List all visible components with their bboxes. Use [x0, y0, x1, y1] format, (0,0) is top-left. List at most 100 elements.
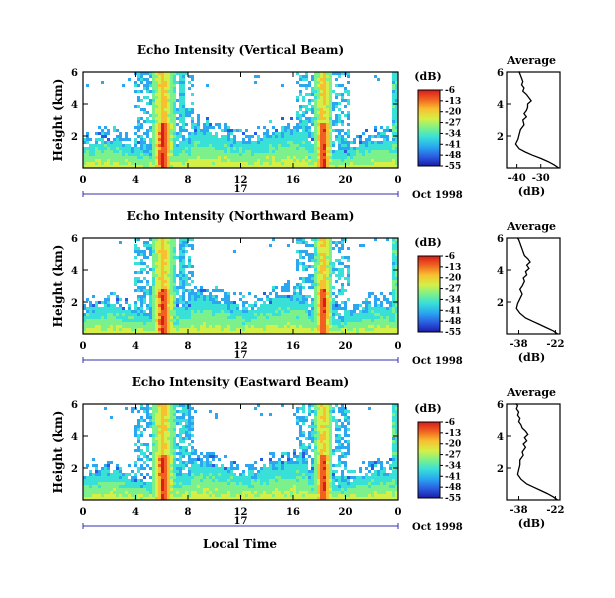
heatmap-cell	[158, 78, 161, 81]
heatmap-cell	[113, 159, 116, 162]
heatmap-cell	[203, 150, 206, 153]
heatmap-cell	[302, 307, 305, 310]
heatmap-cell	[155, 295, 158, 298]
heatmap-cell	[155, 165, 158, 168]
heatmap-cell	[116, 165, 119, 168]
heatmap-cell	[146, 244, 149, 247]
heatmap-cell	[143, 428, 146, 431]
heatmap-cell	[227, 162, 230, 165]
heatmap-cell	[383, 162, 386, 165]
heatmap-cell	[176, 156, 179, 159]
heatmap-cell	[317, 313, 320, 316]
heatmap-cell	[326, 259, 329, 262]
heatmap-cell	[167, 313, 170, 316]
heatmap-cell	[212, 482, 215, 485]
heatmap-cell	[179, 274, 182, 277]
heatmap-cell	[158, 413, 161, 416]
heatmap-cell	[323, 304, 326, 307]
heatmap-cell	[257, 153, 260, 156]
heatmap-cell	[227, 467, 230, 470]
heatmap-cell	[116, 497, 119, 500]
heatmap-cell	[293, 162, 296, 165]
heatmap-cell	[365, 313, 368, 316]
heatmap-cell	[290, 141, 293, 144]
heatmap-cell	[83, 331, 86, 334]
heatmap-cell	[233, 461, 236, 464]
heatmap-cell	[101, 153, 104, 156]
heatmap-cell	[158, 165, 161, 168]
heatmap-cell	[131, 476, 134, 479]
heatmap-cell	[161, 295, 164, 298]
heatmap-cell	[257, 150, 260, 153]
heatmap-cell	[251, 147, 254, 150]
heatmap-cell	[152, 304, 155, 307]
heatmap-cell	[338, 247, 341, 250]
heatmap-cell	[134, 476, 137, 479]
heatmap-cell	[314, 328, 317, 331]
heatmap-cell	[218, 491, 221, 494]
heatmap-cell	[395, 108, 398, 111]
heatmap-cell	[128, 144, 131, 147]
heatmap-cell	[281, 144, 284, 147]
heatmap-cell	[314, 102, 317, 105]
heatmap-cell	[260, 156, 263, 159]
heatmap-cell	[173, 461, 176, 464]
heatmap-cell	[317, 78, 320, 81]
heatmap-cell	[299, 485, 302, 488]
heatmap-cell	[275, 313, 278, 316]
heatmap-cell	[329, 328, 332, 331]
heatmap-cell	[209, 313, 212, 316]
heatmap-cell	[290, 331, 293, 334]
heatmap-cell	[272, 485, 275, 488]
heatmap-cell	[185, 274, 188, 277]
heatmap-cell	[230, 482, 233, 485]
heatmap-cell	[188, 165, 191, 168]
heatmap-cell	[140, 449, 143, 452]
heatmap-cell	[365, 147, 368, 150]
heatmap-cell	[170, 292, 173, 295]
heatmap-cell	[200, 295, 203, 298]
heatmap-cell	[317, 102, 320, 105]
heatmap-cell	[299, 434, 302, 437]
heatmap-cell	[296, 476, 299, 479]
heatmap-cell	[281, 156, 284, 159]
heatmap-cell	[299, 159, 302, 162]
heatmap-cell	[311, 319, 314, 322]
heatmap-cell	[221, 129, 224, 132]
heatmap-cell	[170, 90, 173, 93]
heatmap-cell	[164, 455, 167, 458]
heatmap-cell	[137, 253, 140, 256]
heatmap-cell	[173, 443, 176, 446]
heatmap-cell	[92, 156, 95, 159]
heatmap-cell	[212, 328, 215, 331]
heatmap-cell	[293, 319, 296, 322]
heatmap-cell	[149, 247, 152, 250]
heatmap-cell	[113, 144, 116, 147]
heatmap-cell	[293, 316, 296, 319]
heatmap-cell	[233, 319, 236, 322]
heatmap-cell	[302, 322, 305, 325]
heatmap-cell	[194, 304, 197, 307]
heatmap-cell	[299, 165, 302, 168]
heatmap-cell	[161, 482, 164, 485]
heatmap-cell	[146, 135, 149, 138]
x-tick-label: 8	[185, 341, 192, 352]
heatmap-cell	[254, 319, 257, 322]
heatmap-cell	[326, 81, 329, 84]
heatmap-cell	[236, 325, 239, 328]
heatmap-cell	[314, 78, 317, 81]
heatmap-cell	[347, 328, 350, 331]
heatmap-cell	[155, 141, 158, 144]
heatmap-cell	[338, 120, 341, 123]
heatmap-cell	[158, 120, 161, 123]
heatmap-cell	[152, 150, 155, 153]
heatmap-cell	[269, 461, 272, 464]
heatmap-cell	[305, 75, 308, 78]
heatmap-cell	[212, 144, 215, 147]
heatmap-cell	[158, 87, 161, 90]
heatmap-cell	[272, 494, 275, 497]
heatmap-cell	[224, 162, 227, 165]
heatmap-cell	[110, 322, 113, 325]
heatmap-cell	[260, 413, 263, 416]
heatmap-cell	[161, 108, 164, 111]
